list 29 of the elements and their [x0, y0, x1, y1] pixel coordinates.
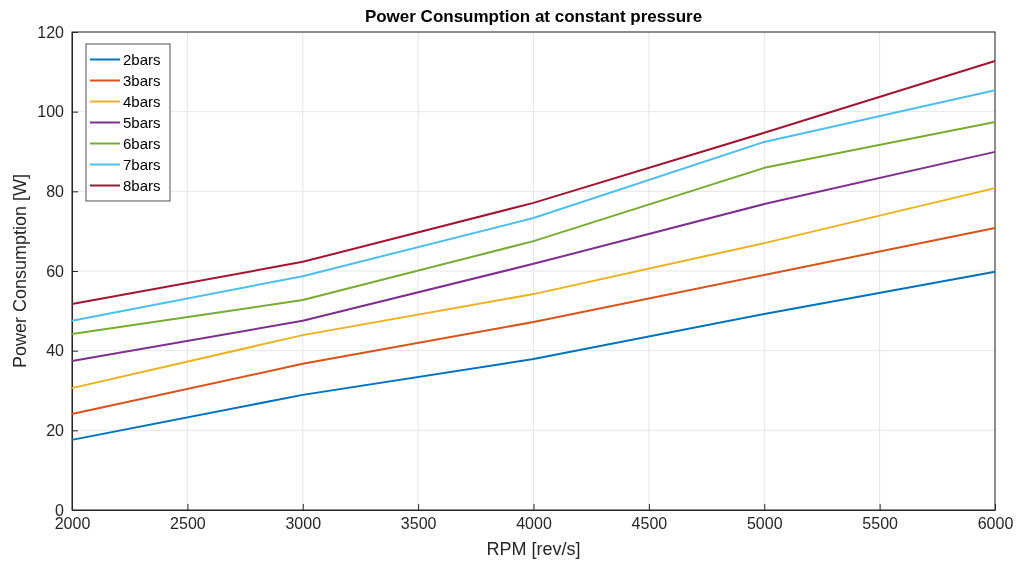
x-tick-label: 5000: [746, 515, 783, 533]
x-tick-label: 3500: [400, 515, 437, 533]
x-tick-label: 3000: [285, 515, 322, 533]
y-tick-label: 40: [46, 342, 65, 360]
y-tick-label: 80: [46, 182, 65, 200]
y-tick-label: 100: [37, 103, 65, 121]
legend-label: 7bars: [123, 155, 161, 173]
legend-label: 6bars: [123, 134, 161, 152]
legend-label: 5bars: [123, 113, 161, 131]
legend-label: 8bars: [123, 176, 161, 194]
y-tick-label: 60: [46, 262, 65, 280]
y-tick-label: 20: [46, 421, 65, 439]
line-series: [71, 270, 996, 441]
x-axis-title: RPM [rev/s]: [486, 539, 581, 559]
legend-label: 2bars: [123, 50, 161, 68]
legend-label: 3bars: [123, 71, 161, 89]
chart-title: Power Consumption at constant pressure: [364, 7, 703, 26]
x-tick-label: 6000: [977, 515, 1014, 533]
line-series: [71, 150, 996, 363]
line-series: [71, 226, 996, 415]
x-tick-label: 2500: [170, 515, 206, 533]
legend-label: 4bars: [123, 92, 161, 110]
x-tick-label: 2000: [54, 515, 91, 533]
x-tick-label: 4500: [631, 515, 668, 533]
y-axis-title: Power Consumption [W]: [10, 173, 30, 369]
x-tick-label: 4000: [516, 515, 552, 533]
line-series: [71, 89, 996, 322]
y-tick-label: 120: [37, 23, 65, 41]
x-tick-label: 5500: [862, 515, 899, 533]
